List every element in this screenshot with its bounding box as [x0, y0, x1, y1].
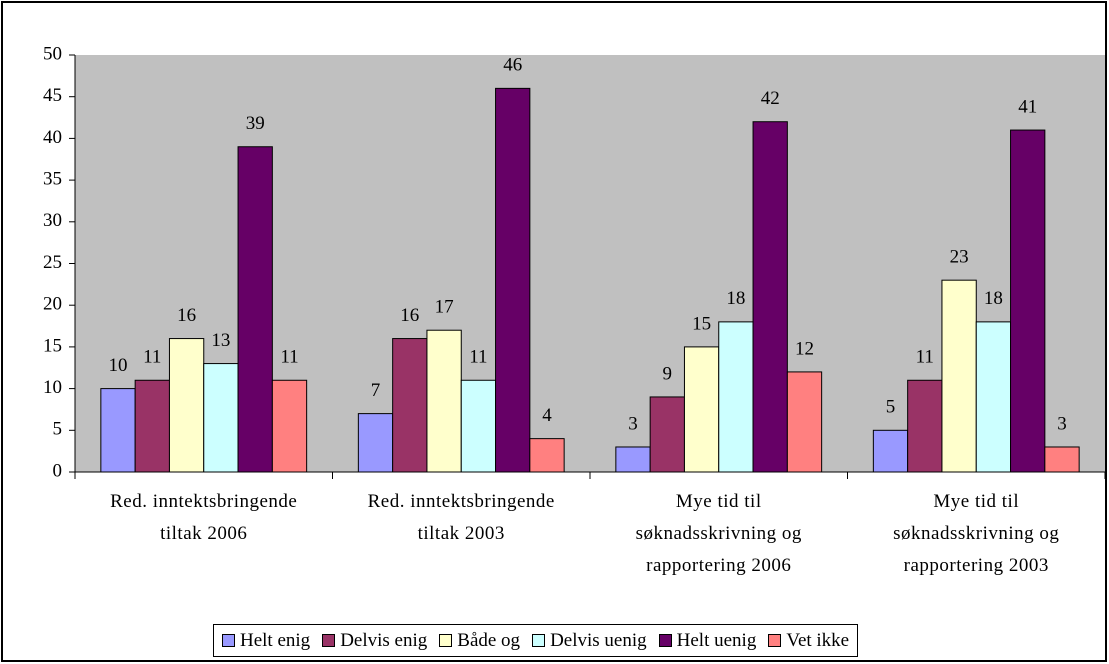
bar — [907, 379, 943, 473]
bar — [237, 146, 273, 473]
data-label: 16 — [177, 305, 196, 326]
bar — [460, 379, 497, 473]
legend-item: Både og — [439, 630, 520, 652]
bar — [975, 321, 1012, 473]
y-tick-label: 5 — [53, 419, 63, 440]
bar — [529, 438, 565, 473]
data-label: 23 — [950, 247, 969, 268]
data-label: 3 — [628, 413, 638, 434]
bar — [941, 279, 977, 473]
data-label: 17 — [435, 297, 454, 318]
bar — [100, 388, 136, 473]
y-tick-label: 35 — [43, 168, 62, 189]
data-label: 9 — [663, 363, 673, 384]
y-tick-label: 10 — [43, 377, 62, 398]
bar — [203, 363, 239, 473]
bar — [786, 371, 823, 473]
legend-item: Helt uenig — [658, 629, 757, 652]
bar — [872, 429, 909, 473]
data-label: 46 — [503, 55, 522, 76]
data-label: 11 — [280, 347, 298, 368]
legend-swatch — [439, 634, 453, 647]
legend-item: Vet ikke — [768, 630, 849, 652]
data-label: 7 — [371, 380, 381, 401]
legend-item: Delvis enig — [322, 630, 427, 652]
bar — [1044, 446, 1080, 473]
data-label: 4 — [542, 405, 552, 426]
legend-swatch — [322, 634, 336, 647]
legend-label: Vet ikke — [786, 629, 850, 651]
data-label: 39 — [246, 113, 265, 134]
y-tick-label: 25 — [43, 252, 62, 273]
bar — [752, 121, 788, 473]
bar — [615, 446, 651, 473]
data-label: 13 — [211, 330, 230, 351]
bar — [1010, 129, 1046, 473]
data-label: 41 — [1018, 96, 1037, 117]
x-tick-label: Red. inntektsbringende tiltak 2006 — [110, 491, 298, 544]
legend-label: Både og — [457, 629, 521, 651]
legend-swatch — [768, 634, 782, 647]
data-label: 12 — [795, 338, 814, 359]
legend-item: Helt enig — [222, 630, 310, 652]
bar — [168, 338, 205, 473]
data-label: 3 — [1057, 413, 1067, 434]
bar — [718, 321, 754, 473]
data-label: 5 — [886, 397, 896, 418]
bar — [134, 379, 170, 473]
bar — [683, 346, 720, 473]
x-tick-label: Red. inntektsbringende tiltak 2003 — [367, 491, 555, 544]
legend-swatch — [222, 634, 235, 647]
bar — [426, 329, 462, 473]
x-tick-label: Mye tid til søknadsskrivning og rapporte… — [635, 491, 802, 576]
y-tick-label: 30 — [43, 210, 62, 231]
data-label: 18 — [726, 288, 745, 309]
data-label: 11 — [916, 347, 934, 368]
bar — [495, 87, 531, 473]
y-tick-label: 15 — [43, 335, 62, 356]
data-label: 11 — [143, 347, 161, 368]
bar — [357, 413, 394, 473]
data-label: 11 — [469, 347, 487, 368]
y-tick-label: 50 — [43, 43, 62, 64]
y-tick-label: 45 — [43, 85, 62, 106]
bar — [392, 338, 428, 473]
data-label: 42 — [761, 88, 780, 109]
y-tick-label: 40 — [43, 127, 62, 148]
legend: Helt enig Delvis enig Både og Delvis uenig H… — [213, 624, 859, 657]
data-label: 16 — [400, 305, 419, 326]
data-label: 15 — [692, 313, 711, 334]
y-tick-label: 20 — [43, 294, 62, 315]
x-tick-label: Mye tid til søknadsskrivning og rapporte… — [893, 491, 1060, 576]
legend-label: Helt uenig — [676, 629, 757, 651]
legend-item: Delvis uenig — [532, 630, 647, 652]
data-label: 10 — [109, 355, 128, 376]
legend-swatch — [658, 634, 672, 647]
legend-label: Delvis uenig — [550, 629, 647, 651]
bar — [271, 379, 308, 473]
legend-label: Helt enig — [240, 629, 311, 651]
y-tick-label: 0 — [53, 460, 63, 481]
legend-label: Delvis enig — [340, 629, 428, 651]
bar — [649, 396, 685, 473]
data-label: 18 — [984, 288, 1003, 309]
legend-swatch — [532, 634, 546, 647]
